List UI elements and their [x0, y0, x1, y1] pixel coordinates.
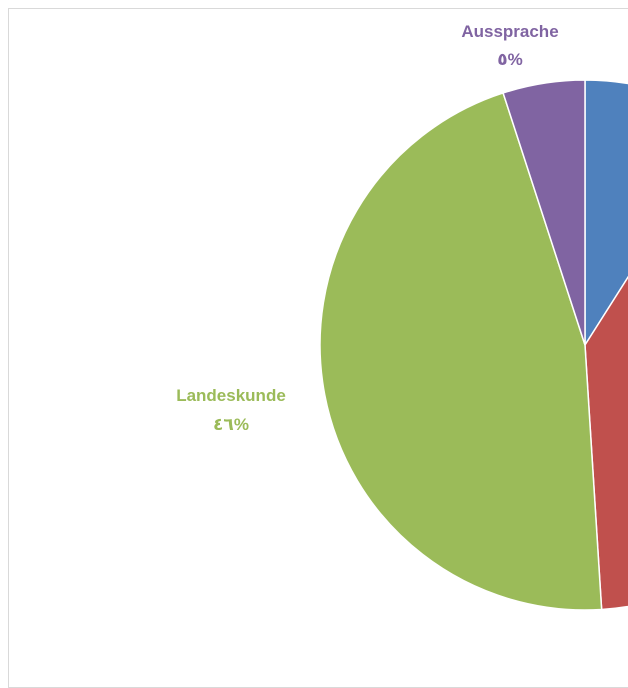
slice-label-aussprache-value: ٥% [497, 50, 523, 69]
pie-slice-3 [502, 79, 586, 346]
pie-slice-1 [584, 275, 628, 611]
slice-label-landeskunde-name: Landeskunde [176, 386, 286, 405]
pie-slice-0 [584, 79, 628, 348]
pie-slice-2 [319, 92, 603, 611]
slice-label-landeskunde-value: ٤٦% [213, 415, 249, 434]
pie-slices [319, 79, 628, 611]
slice-label-aussprache-name: Aussprache [461, 22, 558, 41]
